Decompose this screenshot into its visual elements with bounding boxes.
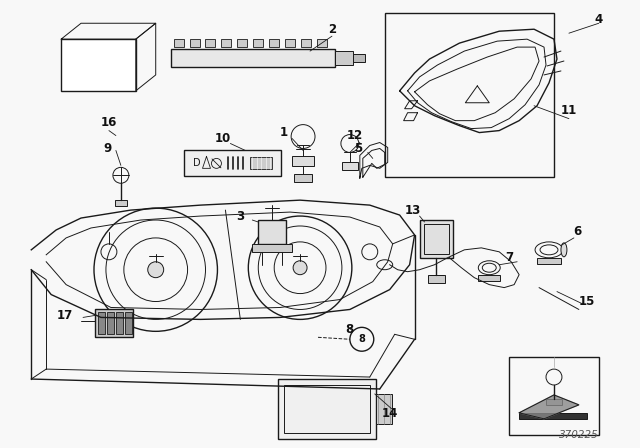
Bar [171,49,335,67]
Bar [107,312,114,334]
Text: 11: 11 [561,104,577,117]
Text: 8: 8 [346,323,354,336]
Bar [95,310,133,337]
Bar [116,312,123,334]
Circle shape [148,262,164,278]
Text: D: D [193,159,200,168]
Circle shape [293,261,307,275]
Bar [424,224,449,254]
Text: 8: 8 [358,334,365,344]
Text: 6: 6 [573,225,581,238]
Bar [115,200,127,206]
Text: 5: 5 [354,142,362,155]
Bar [250,157,272,169]
Bar [509,357,599,435]
Bar [292,156,314,166]
Bar [420,220,453,258]
Bar [278,379,376,439]
Bar [317,39,327,47]
Bar [537,258,561,264]
Bar [428,275,445,283]
Bar [385,13,554,177]
Bar [284,385,370,433]
Text: 7: 7 [505,251,513,264]
Bar [125,312,132,334]
Text: 370225: 370225 [559,430,599,439]
Text: 14: 14 [381,407,398,420]
Text: 2: 2 [328,23,336,36]
Bar [342,162,358,170]
Bar [285,39,295,47]
Bar [301,39,311,47]
Text: 1: 1 [280,126,288,139]
Polygon shape [519,395,579,419]
Bar [221,39,232,47]
Bar [184,151,281,177]
Bar [252,244,292,252]
Bar [519,413,587,419]
Bar [173,39,184,47]
Bar [269,39,279,47]
Bar [253,39,263,47]
Bar [376,394,392,424]
Text: 16: 16 [100,116,117,129]
Bar [205,39,216,47]
Bar [259,220,286,244]
Text: 17: 17 [57,309,73,322]
Text: 13: 13 [404,203,420,216]
Bar [546,399,562,405]
Text: 12: 12 [347,129,363,142]
Text: 3: 3 [236,210,244,223]
Bar [61,39,136,91]
Text: 15: 15 [579,295,595,308]
Bar [98,312,105,334]
Bar [353,54,365,62]
Text: 9: 9 [104,142,112,155]
Bar [335,51,353,65]
Bar [189,39,200,47]
Ellipse shape [561,243,567,257]
Bar [237,39,247,47]
Text: 10: 10 [214,132,230,145]
Bar [294,174,312,182]
Bar [478,275,500,280]
Text: 4: 4 [595,13,603,26]
